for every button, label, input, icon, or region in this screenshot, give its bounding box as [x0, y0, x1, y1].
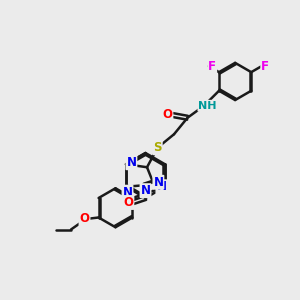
Text: N: N [153, 176, 164, 189]
Text: O: O [123, 196, 134, 209]
Text: O: O [162, 108, 172, 121]
Text: N: N [140, 184, 151, 197]
Text: N: N [122, 186, 133, 199]
Text: S: S [153, 141, 162, 154]
Text: F: F [208, 60, 216, 73]
Text: N: N [156, 180, 167, 193]
Text: O: O [80, 212, 89, 226]
Text: NH: NH [198, 101, 217, 111]
Text: F: F [261, 60, 269, 73]
Text: N: N [126, 156, 136, 169]
